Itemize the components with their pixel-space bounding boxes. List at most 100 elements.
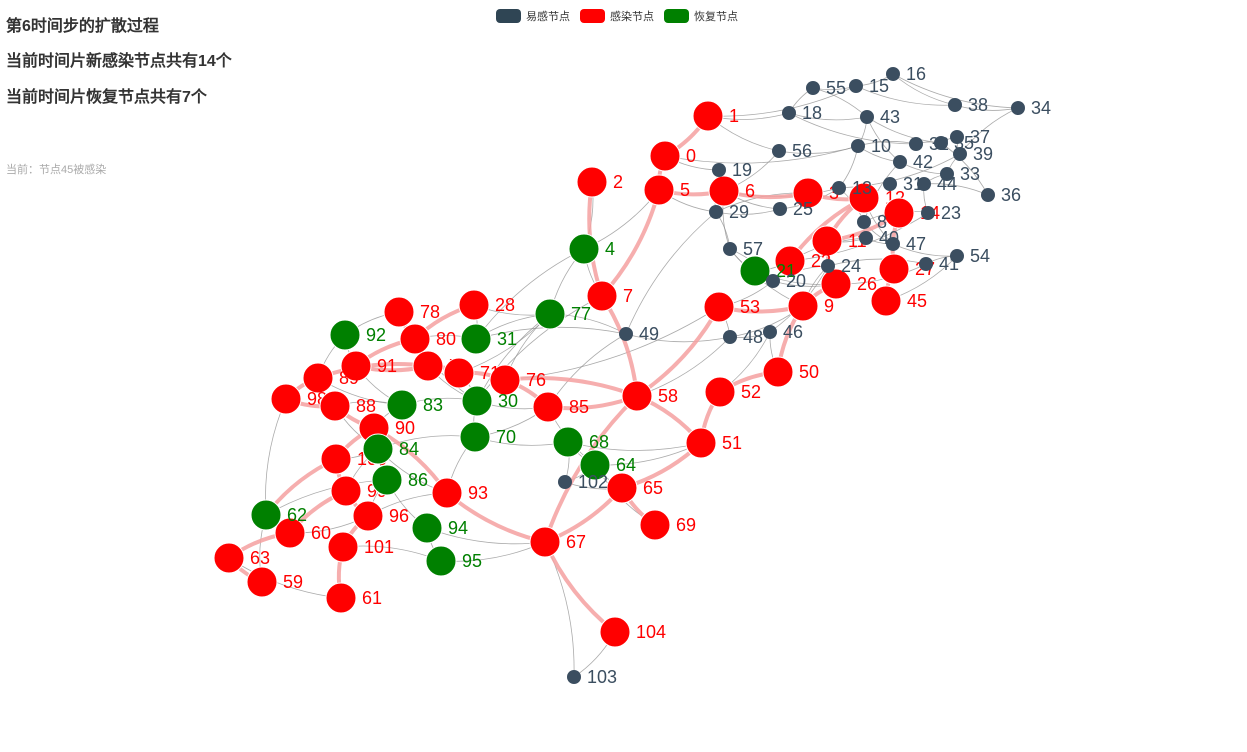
node-circle[interactable]: [950, 249, 964, 263]
graph-node[interactable]: 88: [319, 390, 376, 422]
graph-node[interactable]: 32: [909, 134, 949, 154]
graph-node[interactable]: 29: [709, 202, 749, 222]
graph-node[interactable]: 69: [639, 509, 696, 541]
node-circle[interactable]: [431, 477, 463, 509]
node-circle[interactable]: [621, 380, 653, 412]
graph-node[interactable]: 37: [950, 127, 990, 147]
node-circle[interactable]: [329, 319, 361, 351]
node-circle[interactable]: [685, 427, 717, 459]
graph-node[interactable]: 16: [886, 64, 926, 84]
node-circle[interactable]: [934, 136, 948, 150]
node-circle[interactable]: [857, 215, 871, 229]
node-circle[interactable]: [940, 167, 954, 181]
graph-node[interactable]: 89: [302, 362, 359, 394]
node-circle[interactable]: [319, 390, 351, 422]
node-circle[interactable]: [849, 79, 863, 93]
graph-node[interactable]: 28: [458, 289, 515, 321]
graph-node[interactable]: 34: [1011, 98, 1051, 118]
node-circle[interactable]: [917, 177, 931, 191]
node-circle[interactable]: [811, 225, 843, 257]
node-circle[interactable]: [568, 233, 600, 265]
graph-node[interactable]: 61: [325, 582, 382, 614]
graph-node[interactable]: 10: [851, 136, 891, 156]
graph-node[interactable]: 70: [459, 421, 516, 453]
graph-node[interactable]: 18: [782, 103, 822, 123]
graph-node[interactable]: 3: [792, 177, 839, 209]
graph-node[interactable]: 53: [703, 291, 760, 323]
graph-node[interactable]: 8: [857, 212, 887, 232]
graph-node[interactable]: 25: [773, 199, 813, 219]
graph-node[interactable]: 54: [950, 246, 990, 266]
node-circle[interactable]: [953, 147, 967, 161]
node-circle[interactable]: [443, 357, 475, 389]
node-circle[interactable]: [883, 177, 897, 191]
node-circle[interactable]: [703, 291, 735, 323]
node-circle[interactable]: [489, 364, 521, 396]
node-circle[interactable]: [792, 177, 824, 209]
node-circle[interactable]: [950, 130, 964, 144]
node-circle[interactable]: [327, 531, 359, 563]
legend-item-susceptible[interactable]: 易感节点: [496, 8, 570, 24]
graph-node[interactable]: 78: [383, 296, 440, 328]
graph-node[interactable]: 6: [708, 175, 755, 207]
graph-node[interactable]: 31: [883, 174, 923, 194]
node-circle[interactable]: [579, 449, 611, 481]
graph-node[interactable]: 4: [568, 233, 615, 265]
graph-node[interactable]: 48: [723, 327, 763, 347]
node-circle[interactable]: [552, 426, 584, 458]
graph-node[interactable]: 77: [534, 298, 591, 330]
node-circle[interactable]: [599, 616, 631, 648]
graph-node[interactable]: 95: [425, 545, 482, 577]
node-circle[interactable]: [762, 356, 794, 388]
graph-node[interactable]: 64: [579, 449, 636, 481]
node-circle[interactable]: [558, 475, 572, 489]
graph-node[interactable]: 59: [246, 566, 303, 598]
node-circle[interactable]: [782, 106, 796, 120]
node-circle[interactable]: [649, 140, 681, 172]
legend-item-infected[interactable]: 感染节点: [580, 8, 654, 24]
graph-node[interactable]: 62: [250, 499, 307, 531]
node-circle[interactable]: [274, 517, 306, 549]
legend-item-recovered[interactable]: 恢复节点: [664, 8, 738, 24]
node-circle[interactable]: [458, 289, 490, 321]
graph-node[interactable]: 80: [399, 323, 456, 355]
node-circle[interactable]: [886, 237, 900, 251]
graph-node[interactable]: 44: [917, 174, 957, 194]
graph-node[interactable]: 24: [821, 256, 861, 276]
node-circle[interactable]: [532, 391, 564, 423]
graph-node[interactable]: 9: [787, 290, 834, 322]
node-circle[interactable]: [330, 475, 362, 507]
graph-node[interactable]: 36: [981, 185, 1021, 205]
graph-node[interactable]: 45: [870, 285, 927, 317]
node-circle[interactable]: [459, 421, 491, 453]
node-circle[interactable]: [425, 545, 457, 577]
node-circle[interactable]: [352, 500, 384, 532]
graph-node[interactable]: 76: [489, 364, 546, 396]
graph-node[interactable]: 94: [411, 512, 468, 544]
node-circle[interactable]: [821, 259, 835, 273]
graph-node[interactable]: 84: [362, 433, 419, 465]
graph-node[interactable]: 52: [704, 376, 761, 408]
node-circle[interactable]: [639, 509, 671, 541]
graph-node[interactable]: 103: [567, 667, 617, 687]
node-circle[interactable]: [460, 323, 492, 355]
node-circle[interactable]: [412, 350, 444, 382]
graph-node[interactable]: 51: [685, 427, 742, 459]
graph-node[interactable]: 21: [739, 255, 796, 287]
graph-node[interactable]: 63: [213, 542, 270, 574]
node-circle[interactable]: [576, 166, 608, 198]
node-circle[interactable]: [213, 542, 245, 574]
graph-node[interactable]: 11: [811, 225, 867, 257]
node-circle[interactable]: [851, 139, 865, 153]
node-circle[interactable]: [461, 385, 493, 417]
node-circle[interactable]: [723, 242, 737, 256]
node-circle[interactable]: [643, 174, 675, 206]
node-circle[interactable]: [774, 245, 806, 277]
node-circle[interactable]: [340, 350, 372, 382]
graph-node[interactable]: 23: [921, 203, 961, 223]
node-circle[interactable]: [787, 290, 819, 322]
graph-node[interactable]: 60: [274, 517, 331, 549]
node-circle[interactable]: [529, 526, 561, 558]
node-circle[interactable]: [399, 323, 431, 355]
